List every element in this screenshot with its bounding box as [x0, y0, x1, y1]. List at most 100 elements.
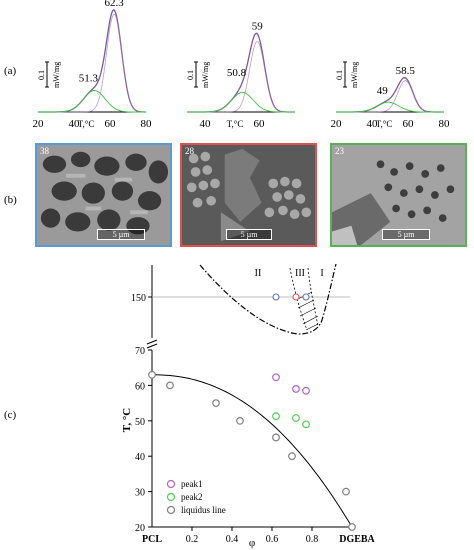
- dsc-peak1-label: 59: [252, 21, 264, 33]
- axis-break: [146, 339, 158, 349]
- dsc-panel-3: 0.1 mW/mg 58.5 49 20 40 60 80 T,°C: [331, 61, 451, 130]
- x-tick-label: 0.6: [266, 534, 279, 545]
- y-tick-label: 30: [135, 488, 145, 499]
- dsc-x-tick: 80: [141, 118, 153, 130]
- sem-tag-2: 28: [185, 146, 194, 156]
- dsc-scale-bar: 0.1 mW/mg: [37, 61, 61, 88]
- point-peak2: [272, 412, 280, 421]
- sem-panel-3: 23 5 µm: [330, 143, 467, 247]
- dsc-peak2-label: 51.3: [79, 72, 99, 84]
- legend-marker-peak2: [166, 492, 176, 502]
- y-tick-150: 150: [131, 293, 146, 304]
- dsc-y-unit: mW/mg: [52, 62, 61, 88]
- region-label-III: III: [295, 268, 305, 279]
- y-ticks: 20 30 40 50 60 70: [135, 346, 152, 534]
- x-axis-label: φ: [249, 537, 255, 549]
- dsc-peak2-curve: [38, 90, 146, 113]
- legend-marker-liquidus: [166, 505, 176, 515]
- sem-image-1: [37, 145, 170, 245]
- point-peak1: [292, 385, 300, 393]
- dsc-x-tick: 40: [367, 118, 379, 130]
- point-peak2: [302, 420, 310, 429]
- x-ticks: 0.2 0.4 0.6 0.8: [186, 527, 319, 545]
- phase-diagram-lower: 20 30 40 50 60 70 0.2 0.4 0.6 0.8 T, °C φ PCL DG…: [121, 346, 376, 549]
- legend: peak1 peak2 liquidus line: [166, 479, 226, 515]
- dsc-y-unit-value: 0.1: [335, 70, 344, 80]
- dsc-x-tick: 40: [69, 118, 81, 130]
- point-liquidus-line: [348, 523, 356, 531]
- spinodal-right: [307, 267, 319, 327]
- dsc-x-unit: T,°C: [376, 119, 393, 129]
- x-end-label-dgeba: DGEBA: [339, 534, 375, 545]
- point-liquidus-line: [272, 433, 280, 442]
- panel-label-c: (c): [4, 409, 17, 421]
- dsc-x-tick: 60: [254, 118, 266, 130]
- scatter-points: [148, 370, 356, 531]
- liquidus-line: [152, 374, 353, 528]
- point-liquidus-line: [342, 487, 350, 496]
- top-markers: [272, 293, 310, 301]
- dsc-peak1-label: 58.5: [396, 65, 416, 77]
- dsc-x-unit: T,°C: [227, 119, 244, 129]
- sem-scale-bar-1: 5 µm: [97, 229, 145, 240]
- dsc-x-tick: 20: [331, 118, 343, 130]
- dsc-x-tick: 60: [105, 118, 117, 130]
- dsc-y-unit-value: 0.1: [37, 70, 46, 80]
- sem-image-3: [332, 145, 465, 245]
- point-liquidus-line: [148, 370, 156, 379]
- dsc-peak2-label: 50.8: [227, 67, 247, 79]
- region-label-I: I: [320, 268, 323, 279]
- top-marker: [302, 293, 310, 301]
- dsc-x-tick: 20: [33, 118, 45, 130]
- legend-label-peak2: peak2: [181, 492, 203, 502]
- sem-panel-2: 28 5 µm: [180, 143, 317, 247]
- panel-label-b: (b): [4, 194, 17, 206]
- sem-tag-1: 38: [40, 146, 49, 156]
- y-tick-label: 40: [135, 452, 145, 463]
- dsc-peak2-curve: [187, 91, 295, 113]
- dsc-x-tick: 40: [200, 118, 212, 130]
- legend-label-liquidus: liquidus line: [181, 505, 226, 515]
- x-tick-label: 0.8: [306, 534, 319, 545]
- sem-image-2: [182, 145, 315, 245]
- x-end-label-pcl: PCL: [142, 534, 162, 545]
- top-marker: [272, 293, 280, 301]
- dsc-scale-bar: 0.1 mW/mg: [335, 61, 359, 88]
- sem-scale-bar-2: 5 µm: [226, 229, 272, 240]
- point-liquidus-line: [166, 381, 174, 390]
- dsc-y-unit: mW/mg: [350, 62, 359, 88]
- sem-panel-1: 38 5 µm: [35, 143, 172, 247]
- point-liquidus-line: [288, 452, 296, 461]
- x-tick-label: 0.2: [186, 534, 199, 545]
- dsc-y-unit: mW/mg: [201, 62, 210, 88]
- y-tick-label: 50: [135, 417, 145, 428]
- phase-diagram-upper: 150 II III I: [131, 263, 350, 338]
- point-liquidus-line: [212, 399, 220, 408]
- dsc-scale-bar: 0.1 mW/mg: [186, 61, 210, 88]
- region-label-II: II: [255, 268, 262, 279]
- point-liquidus-line: [236, 416, 244, 425]
- dsc-x-tick: 80: [439, 118, 451, 130]
- binodal-curve: [199, 263, 337, 335]
- dsc-peak2-label: 49: [377, 85, 389, 97]
- dsc-peak2-curve: [336, 101, 444, 113]
- sem-scale-bar-3: 5 µm: [382, 229, 430, 240]
- legend-marker-peak1: [166, 479, 176, 489]
- point-peak1: [302, 386, 310, 395]
- dsc-peak1-label: 62.3: [105, 0, 125, 9]
- y-axis-label: T, °C: [121, 408, 133, 432]
- x-tick-label: 0.4: [226, 534, 239, 545]
- legend-label-peak1: peak1: [181, 479, 203, 489]
- dsc-x-unit: T,°C: [78, 119, 95, 129]
- point-peak1: [272, 373, 280, 382]
- y-tick-label: 70: [135, 346, 145, 357]
- dsc-panel-1: 0.1 mW/mg 62.3 51.3 20 40 60 80 T,°C: [33, 0, 153, 130]
- dsc-total-curve: [38, 9, 146, 113]
- dsc-panel-2: 0.1 mW/mg 59 50.8 40 60 T,°C: [186, 21, 295, 130]
- dsc-y-unit-value: 0.1: [186, 70, 195, 80]
- panel-label-a: (a): [4, 65, 17, 77]
- dsc-x-tick: 60: [403, 118, 415, 130]
- top-marker: [292, 293, 300, 301]
- y-tick-label: 60: [135, 381, 145, 392]
